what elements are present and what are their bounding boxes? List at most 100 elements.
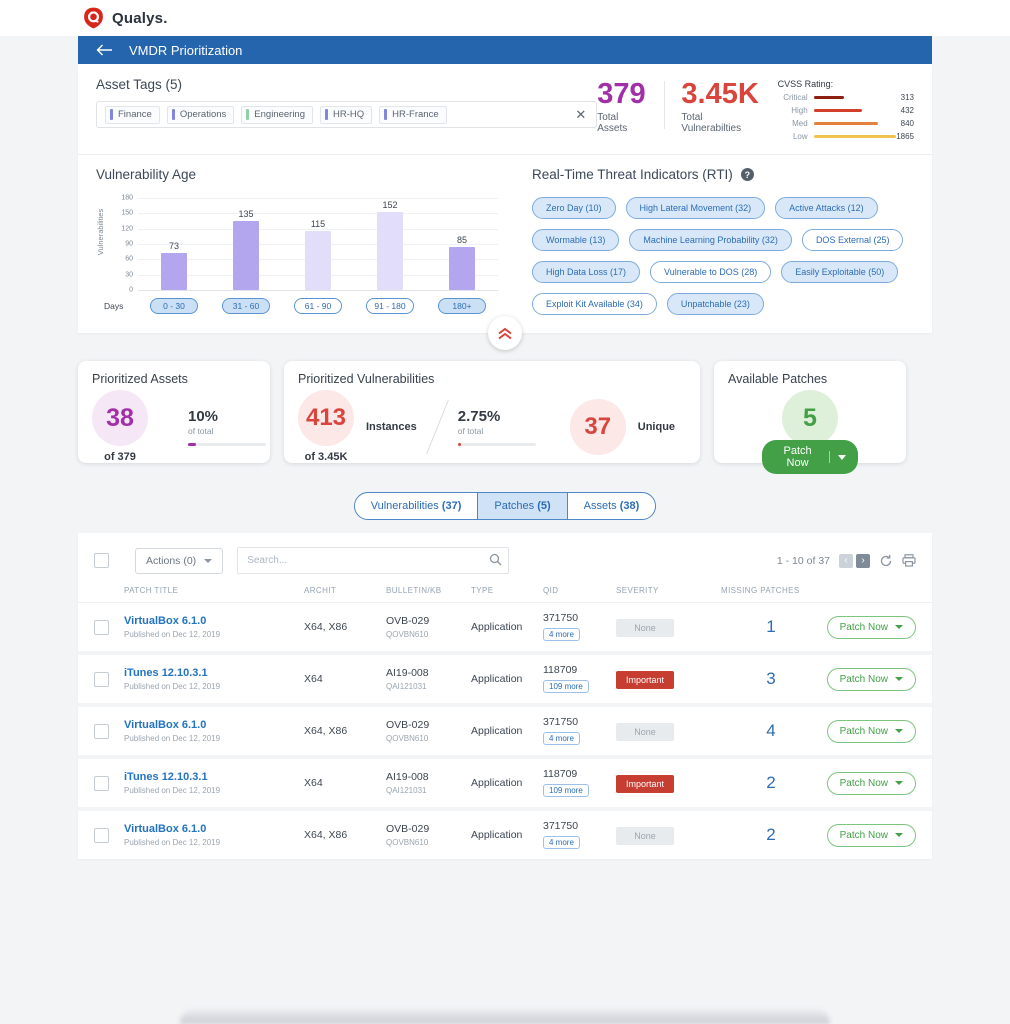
patch-title-link[interactable]: VirtualBox 6.1.0 bbox=[124, 615, 207, 627]
bulletin-sub-id: QAI121031 bbox=[386, 786, 427, 795]
card-title: Prioritized Vulnerabilities bbox=[298, 372, 435, 386]
cvss-bar-track bbox=[813, 122, 896, 125]
asset-tag-chip[interactable]: Operations bbox=[166, 105, 235, 124]
cvss-level-value: 313 bbox=[900, 93, 914, 102]
chart-bar bbox=[161, 253, 187, 290]
instances-label: Instances bbox=[366, 420, 417, 433]
bar-value-label: 73 bbox=[168, 241, 179, 251]
total-vulnerabilities-stat: 3.45K Total Vulnerabilties bbox=[681, 79, 761, 141]
card-title: Prioritized Assets bbox=[92, 372, 188, 386]
asset-tag-chip[interactable]: HR-HQ bbox=[320, 105, 373, 124]
row-checkbox[interactable] bbox=[94, 775, 109, 791]
asset-tag-chip[interactable]: Finance bbox=[105, 105, 160, 124]
patches-table-panel: Actions (0) 1 - 10 of 37 ‹ › bbox=[78, 533, 932, 859]
next-page-button[interactable]: › bbox=[856, 553, 870, 568]
patch-now-button[interactable]: Patch Now bbox=[762, 440, 858, 474]
rti-pill[interactable]: High Lateral Movement (32) bbox=[625, 197, 766, 219]
vulnerability-age-section: Vulnerability Age Vulnerabilities 0 30 60 9… bbox=[96, 167, 498, 315]
bulletin-id: OVB-029 bbox=[386, 719, 430, 731]
age-range-pill[interactable]: 180+ bbox=[438, 298, 486, 314]
rti-pill[interactable]: Zero Day (10) bbox=[532, 197, 616, 219]
qid-more-badge[interactable]: 4 more bbox=[543, 836, 580, 849]
cvss-rating-legend: CVSS Rating: Critical 313 High 432 Med 840 Low… bbox=[778, 79, 914, 141]
tab-vulnerabilities[interactable]: Vulnerabilities (37) bbox=[355, 493, 479, 519]
view-tabs: Vulnerabilities (37) Patches (5) Assets (3… bbox=[353, 492, 657, 520]
row-patch-now-button[interactable]: Patch Now bbox=[826, 667, 916, 691]
collapse-button[interactable] bbox=[488, 316, 522, 350]
patch-title-link[interactable]: iTunes 12.10.3.1 bbox=[124, 667, 208, 679]
instances-value: 413 bbox=[298, 390, 354, 446]
patch-title-link[interactable]: VirtualBox 6.1.0 bbox=[124, 719, 207, 731]
qid-cell: 118709 109 more bbox=[543, 664, 616, 694]
percent-value: 10% bbox=[188, 407, 219, 425]
table-row: iTunes 12.10.3.1 Published on Dec 12, 201… bbox=[78, 651, 932, 703]
row-checkbox[interactable] bbox=[94, 671, 109, 687]
row-patch-now-button[interactable]: Patch Now bbox=[826, 615, 916, 639]
cvss-bar-track bbox=[813, 135, 896, 138]
asset-tag-chip[interactable]: Engineering bbox=[241, 105, 314, 124]
page-title: VMDR Prioritization bbox=[129, 42, 243, 58]
rti-title: Real-Time Threat Indicators (RTI) bbox=[532, 167, 733, 182]
row-patch-now-button[interactable]: Patch Now bbox=[826, 823, 916, 847]
severity-cell: Important bbox=[616, 774, 721, 793]
prioritized-vulnerabilities-card: Prioritized Vulnerabilities 413 of 3.45K… bbox=[284, 361, 700, 463]
qid-more-badge[interactable]: 109 more bbox=[543, 680, 589, 693]
row-patch-now-button[interactable]: Patch Now bbox=[826, 719, 916, 743]
rti-pill[interactable]: Unpatchable (23) bbox=[666, 293, 764, 315]
rti-pill[interactable]: Wormable (13) bbox=[532, 229, 620, 251]
cvss-level-label: Med bbox=[792, 119, 808, 128]
patch-title-link[interactable]: iTunes 12.10.3.1 bbox=[124, 771, 208, 783]
unique-value: 37 bbox=[569, 398, 626, 455]
age-range-pill[interactable]: 61 - 90 bbox=[294, 298, 342, 314]
qid-more-badge[interactable]: 109 more bbox=[543, 784, 589, 797]
percent-block: 10% of total bbox=[188, 408, 266, 446]
patch-title-cell: VirtualBox 6.1.0 Published on Dec 12, 201… bbox=[124, 823, 304, 847]
rti-pill[interactable]: DOS External (25) bbox=[801, 229, 904, 251]
bar-value-label: 85 bbox=[456, 235, 467, 245]
row-checkbox[interactable] bbox=[94, 827, 109, 843]
tab-patches[interactable]: Patches (5) bbox=[478, 493, 568, 519]
rti-pill[interactable]: Exploit Kit Available (34) bbox=[532, 293, 657, 315]
missing-patches-count: 4 bbox=[766, 721, 776, 740]
cvss-level-label: Low bbox=[792, 132, 808, 141]
asset-tags-input[interactable]: Finance Operations Engineering HR-HQ HR-Fran… bbox=[96, 101, 598, 128]
rti-pill[interactable]: Easily Exploitable (50) bbox=[781, 261, 899, 283]
help-icon[interactable]: ? bbox=[740, 168, 754, 181]
row-patch-now-button[interactable]: Patch Now bbox=[826, 771, 916, 795]
chevron-down-icon bbox=[895, 729, 903, 733]
actions-label: Actions (0) bbox=[146, 554, 197, 567]
rti-pill[interactable]: Machine Learning Probability (32) bbox=[629, 229, 792, 251]
row-checkbox[interactable] bbox=[94, 723, 109, 739]
patch-title-link[interactable]: VirtualBox 6.1.0 bbox=[124, 823, 207, 835]
search-input[interactable] bbox=[237, 547, 510, 574]
tab-assets[interactable]: Assets (38) bbox=[583, 500, 640, 512]
age-range-pill[interactable]: 0 - 30 bbox=[150, 298, 198, 314]
print-icon[interactable] bbox=[902, 554, 916, 567]
qid-more-badge[interactable]: 4 more bbox=[543, 732, 580, 745]
chart-bars: 73 135 115 152 85 bbox=[138, 198, 498, 290]
actions-button[interactable]: Actions (0) bbox=[135, 547, 224, 574]
age-range-pill[interactable]: 91 - 180 bbox=[366, 298, 414, 314]
asset-tag-chip[interactable]: HR-France bbox=[379, 105, 447, 124]
rti-pill[interactable]: Active Attacks (12) bbox=[775, 197, 878, 219]
select-all-checkbox[interactable] bbox=[94, 553, 109, 568]
type-cell: Application bbox=[471, 621, 523, 633]
bar-value-label: 135 bbox=[238, 209, 254, 219]
qid-more-badge[interactable]: 4 more bbox=[543, 628, 580, 641]
refresh-icon[interactable] bbox=[879, 554, 893, 568]
back-button[interactable] bbox=[96, 44, 113, 56]
prev-page-button[interactable]: ‹ bbox=[839, 553, 853, 568]
published-date: Published on Dec 12, 2019 bbox=[124, 630, 221, 639]
rti-pill[interactable]: Vulnerable to DOS (28) bbox=[650, 261, 772, 283]
cvss-level-bar bbox=[813, 122, 878, 125]
severity-cell: None bbox=[616, 722, 721, 741]
bottom-peek-card bbox=[180, 1009, 830, 1024]
clear-tags-icon[interactable]: ✕ bbox=[575, 106, 587, 122]
percent-label: of total bbox=[188, 425, 214, 436]
qid-cell: 371750 4 more bbox=[543, 716, 616, 746]
rti-pill[interactable]: High Data Loss (17) bbox=[532, 261, 641, 283]
row-checkbox[interactable] bbox=[94, 619, 109, 635]
search-icon[interactable] bbox=[489, 553, 502, 566]
age-range-pill[interactable]: 31 - 60 bbox=[222, 298, 270, 314]
chart-bar bbox=[233, 221, 259, 290]
